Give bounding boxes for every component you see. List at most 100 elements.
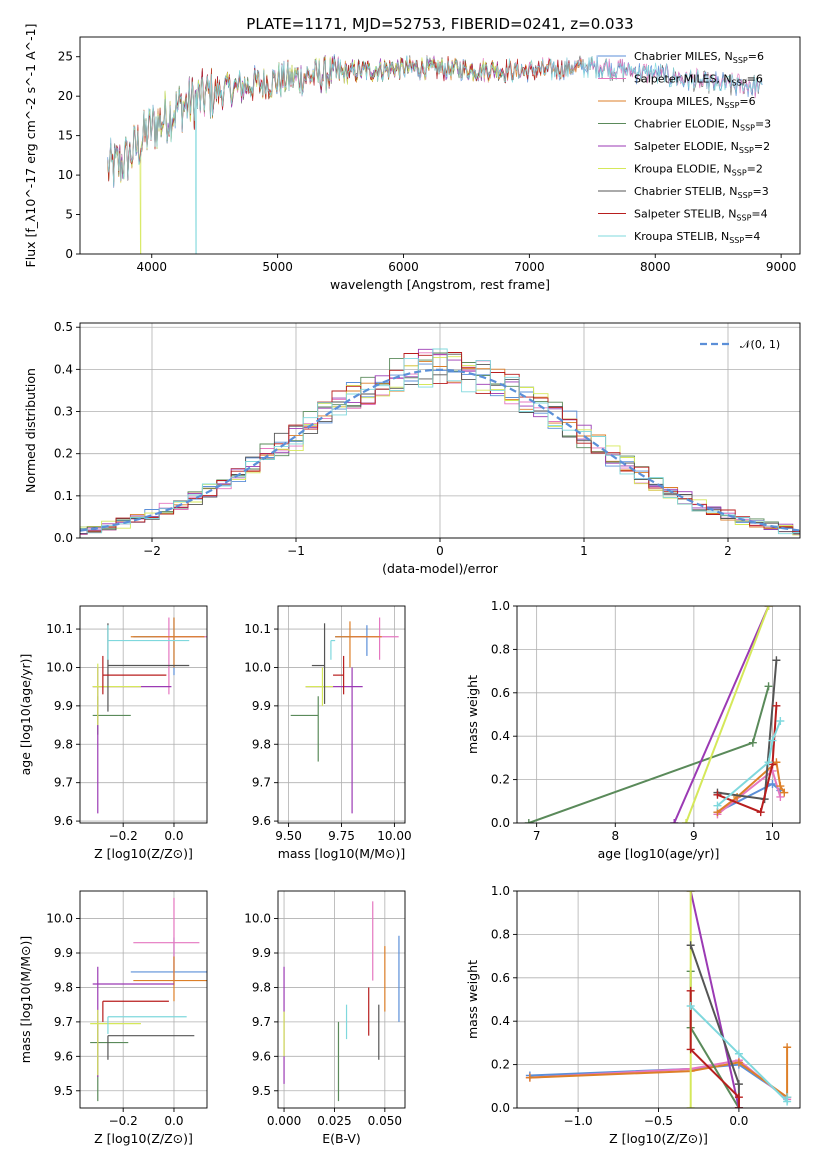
- x-tick-label: 0: [436, 544, 444, 558]
- x-tick-label: −1: [287, 544, 305, 558]
- x-tick-label: −2: [143, 544, 161, 558]
- histogram-step-line: [80, 348, 800, 535]
- mass-weight-series-line: [716, 720, 782, 807]
- y-tick-label: 0.4: [491, 1014, 510, 1028]
- data-point-marker: [772, 656, 781, 665]
- x-axis-label: Z [log10(Z/Z⊙)]: [94, 846, 193, 861]
- plot-area: [90, 897, 207, 1102]
- x-tick-label: 0.025: [317, 1114, 351, 1128]
- y-tick-label: 0.8: [491, 927, 510, 941]
- mass-weight-series-line: [689, 990, 740, 1108]
- y-tick-label: 9.9: [252, 699, 271, 713]
- axes-frame: [79, 890, 208, 1109]
- plot-area: [283, 901, 400, 1102]
- y-tick-label: 0.0: [54, 531, 73, 545]
- y-tick-label: 0.2: [491, 1058, 510, 1072]
- data-point-marker: [686, 1104, 695, 1108]
- y-tick-label: 9.8: [252, 980, 271, 994]
- x-tick-label: 7: [533, 829, 541, 843]
- data-point-marker: [686, 941, 695, 950]
- x-tick-label: −1.0: [564, 1114, 593, 1128]
- y-tick-label: 0.4: [491, 729, 510, 743]
- x-tick-label: 0.0: [729, 1114, 748, 1128]
- data-point-marker: [768, 779, 777, 788]
- x-axis-label: E(B-V): [322, 1131, 361, 1146]
- y-tick-label: 25: [58, 50, 73, 64]
- x-tick-label: 0.0: [164, 1114, 183, 1128]
- y-tick-label: 10.1: [46, 622, 73, 636]
- x-axis-label: age [log10(age/yr)]: [598, 846, 720, 861]
- y-tick-label: 9.9: [252, 946, 271, 960]
- x-tick-label: 5000: [262, 260, 293, 274]
- panel-mass-weight-vs-age: 7 8 9 10 0.0 0.2 0.4 0.6 0.8 1.0 age [log10(age/yr…: [465, 599, 801, 861]
- legend-entry: Chabrier STELIB, NSSP=3: [634, 185, 769, 200]
- y-tick-label: 9.7: [54, 776, 73, 790]
- plot-area: [290, 617, 399, 814]
- y-tick-label: 0.2: [491, 773, 510, 787]
- legend-text: Chabrier ELODIE, N: [634, 118, 740, 131]
- x-tick-label: 7000: [514, 260, 545, 274]
- y-tick-label: 10.1: [244, 622, 271, 636]
- x-tick-label: −0.2: [109, 829, 138, 843]
- x-axis-label: (data-model)/error: [382, 561, 499, 576]
- x-axis-label: Z [log10(Z/Z⊙)]: [94, 1131, 193, 1146]
- y-tick-label: 0.4: [54, 362, 73, 376]
- data-point-marker: [764, 606, 773, 610]
- x-tick-label: 9.50: [275, 829, 302, 843]
- x-axis-label: mass [log10(M/M⊙)]: [278, 846, 406, 861]
- data-point-marker: [772, 701, 781, 710]
- legend-entry: Chabrier MILES, NSSP=6: [634, 50, 764, 65]
- x-tick-label: 6000: [388, 260, 419, 274]
- legend-entry: Salpeter ELODIE, NSSP=2: [634, 140, 770, 155]
- x-axis-label: wavelength [Angstrom, rest frame]: [330, 277, 550, 292]
- y-axis-label: mass [log10(M/M⊙)]: [18, 936, 33, 1064]
- mass-weight-series-line: [685, 606, 770, 823]
- y-tick-label: 10.0: [244, 660, 271, 674]
- x-tick-label: −0.5: [644, 1114, 673, 1128]
- normal-distribution-curve: [80, 368, 800, 532]
- y-tick-label: 9.8: [54, 980, 73, 994]
- y-tick-label: 9.8: [54, 737, 73, 751]
- y-axis-label: mass weight: [465, 675, 480, 754]
- legend-text: Salpeter ELODIE, N: [634, 140, 739, 153]
- y-tick-label: 20: [58, 89, 73, 103]
- legend-text: Salpeter MILES, N: [634, 73, 732, 86]
- data-point-marker: [748, 738, 757, 747]
- data-point-marker: [713, 790, 722, 799]
- plot-area: [92, 617, 207, 814]
- legend-value: =2: [754, 140, 770, 153]
- y-axis-label: mass weight: [465, 960, 480, 1039]
- y-tick-label: 10.0: [244, 912, 271, 926]
- histogram-legend: 𝒩(0, 1): [700, 338, 780, 351]
- spectrum-series-line: [107, 56, 504, 254]
- data-point-marker: [686, 1002, 695, 1011]
- panel-residual-histogram: −2 −1 0 1 2 0.0 0.1 0.2 0.3 0.4 0.5 (data-model)/er…: [23, 320, 801, 576]
- axes-frame: [516, 890, 801, 1109]
- data-point-marker: [524, 819, 533, 823]
- data-point-marker: [734, 1058, 743, 1067]
- data-point-marker: [734, 1080, 743, 1089]
- axes-frame: [277, 890, 406, 1109]
- legend-text: Kroupa STELIB, N: [634, 230, 729, 243]
- data-point-marker: [783, 1093, 792, 1102]
- legend-subscript: SSP: [736, 214, 751, 223]
- y-tick-label: 9.7: [54, 1015, 73, 1029]
- legend-subscript: SSP: [729, 236, 744, 245]
- y-tick-label: 0.0: [491, 1101, 510, 1115]
- x-tick-label: 9000: [766, 260, 797, 274]
- legend-entry: Kroupa STELIB, NSSP=4: [634, 230, 760, 245]
- y-tick-label: 0.2: [54, 447, 73, 461]
- y-tick-label: 9.6: [252, 814, 271, 828]
- mass-weight-series-line: [689, 944, 740, 1108]
- data-point-marker: [734, 1104, 743, 1108]
- legend-value: =2: [747, 163, 763, 176]
- legend-value: =6: [748, 50, 764, 63]
- legend-subscript: SSP: [732, 169, 747, 178]
- panel-mass-vs-metallicity: −0.2 0.0 9.5 9.6 9.7 9.8 9.9 10.0 Z [log10(Z/Z⊙)…: [18, 890, 208, 1146]
- y-tick-label: 9.6: [54, 1049, 73, 1063]
- y-tick-label: 0.6: [491, 686, 510, 700]
- y-tick-label: 9.8: [252, 737, 271, 751]
- legend-text: Chabrier MILES, N: [634, 50, 733, 63]
- panel-mass-vs-ebv: 0.000 0.025 0.050 9.5 9.6 9.7 9.8 9.9 10.0 E(B-V): [244, 890, 406, 1146]
- data-point-marker: [734, 1049, 743, 1058]
